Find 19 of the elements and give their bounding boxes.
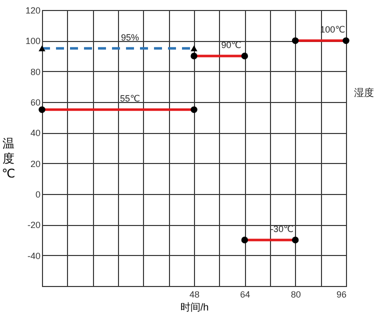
x-axis-title: 时间/h [180, 302, 209, 314]
y-tick-label: 60 [30, 98, 40, 108]
x-tick-label: 80 [290, 290, 301, 300]
series-label: 55℃ [120, 94, 140, 104]
y-tick-label: -40 [27, 250, 40, 261]
y-axis-title: 温度℃ [2, 136, 16, 180]
series-label: 90℃ [221, 40, 242, 50]
x-tick-label: 48 [189, 290, 200, 300]
y-tick-label: 80 [30, 66, 40, 77]
y-tick-label: -20 [27, 220, 40, 230]
y-tick-label: 40 [30, 128, 40, 138]
series-label: 95% [120, 32, 140, 42]
x-tick-label: 64 [240, 290, 250, 300]
y2-axis-title: 湿度 [354, 86, 374, 99]
y-tick-label: 100 [25, 36, 40, 46]
y-tick-label: 120 [25, 6, 40, 16]
y-tick-label: 0 [35, 190, 40, 200]
y-tick-label: 20 [30, 158, 40, 169]
x-tick-label: 96 [336, 290, 346, 300]
